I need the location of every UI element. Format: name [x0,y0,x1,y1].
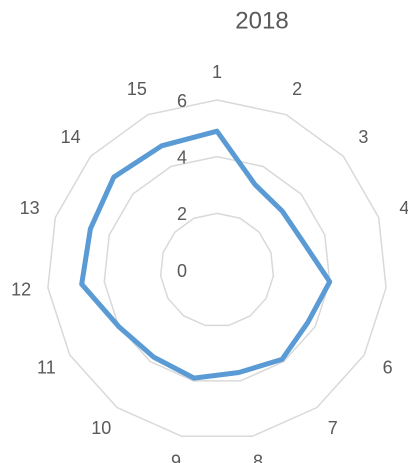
r-tick-label: 6 [177,91,187,111]
category-label: 14 [61,127,81,147]
grid-ring [47,99,387,438]
category-label: 3 [358,127,368,147]
category-label: 7 [328,418,338,438]
chart-title: 2018 [235,7,288,34]
category-label: 11 [37,357,56,377]
grid-ring [103,155,331,382]
category-label: 1 [212,62,222,82]
category-label: 8 [253,451,263,463]
r-tick-label: 4 [177,147,187,167]
category-label: 13 [20,198,40,218]
r-tick-label: 0 [177,261,187,281]
category-label: 6 [383,357,393,377]
grid-ring [159,212,275,327]
category-label: 4 [399,198,408,218]
category-label: 10 [91,418,111,438]
category-label: 2 [292,79,302,99]
category-label: 9 [171,451,181,463]
category-label: 15 [127,79,147,99]
series-line [79,128,333,381]
category-label: 12 [11,279,31,299]
r-tick-label: 2 [177,204,187,224]
